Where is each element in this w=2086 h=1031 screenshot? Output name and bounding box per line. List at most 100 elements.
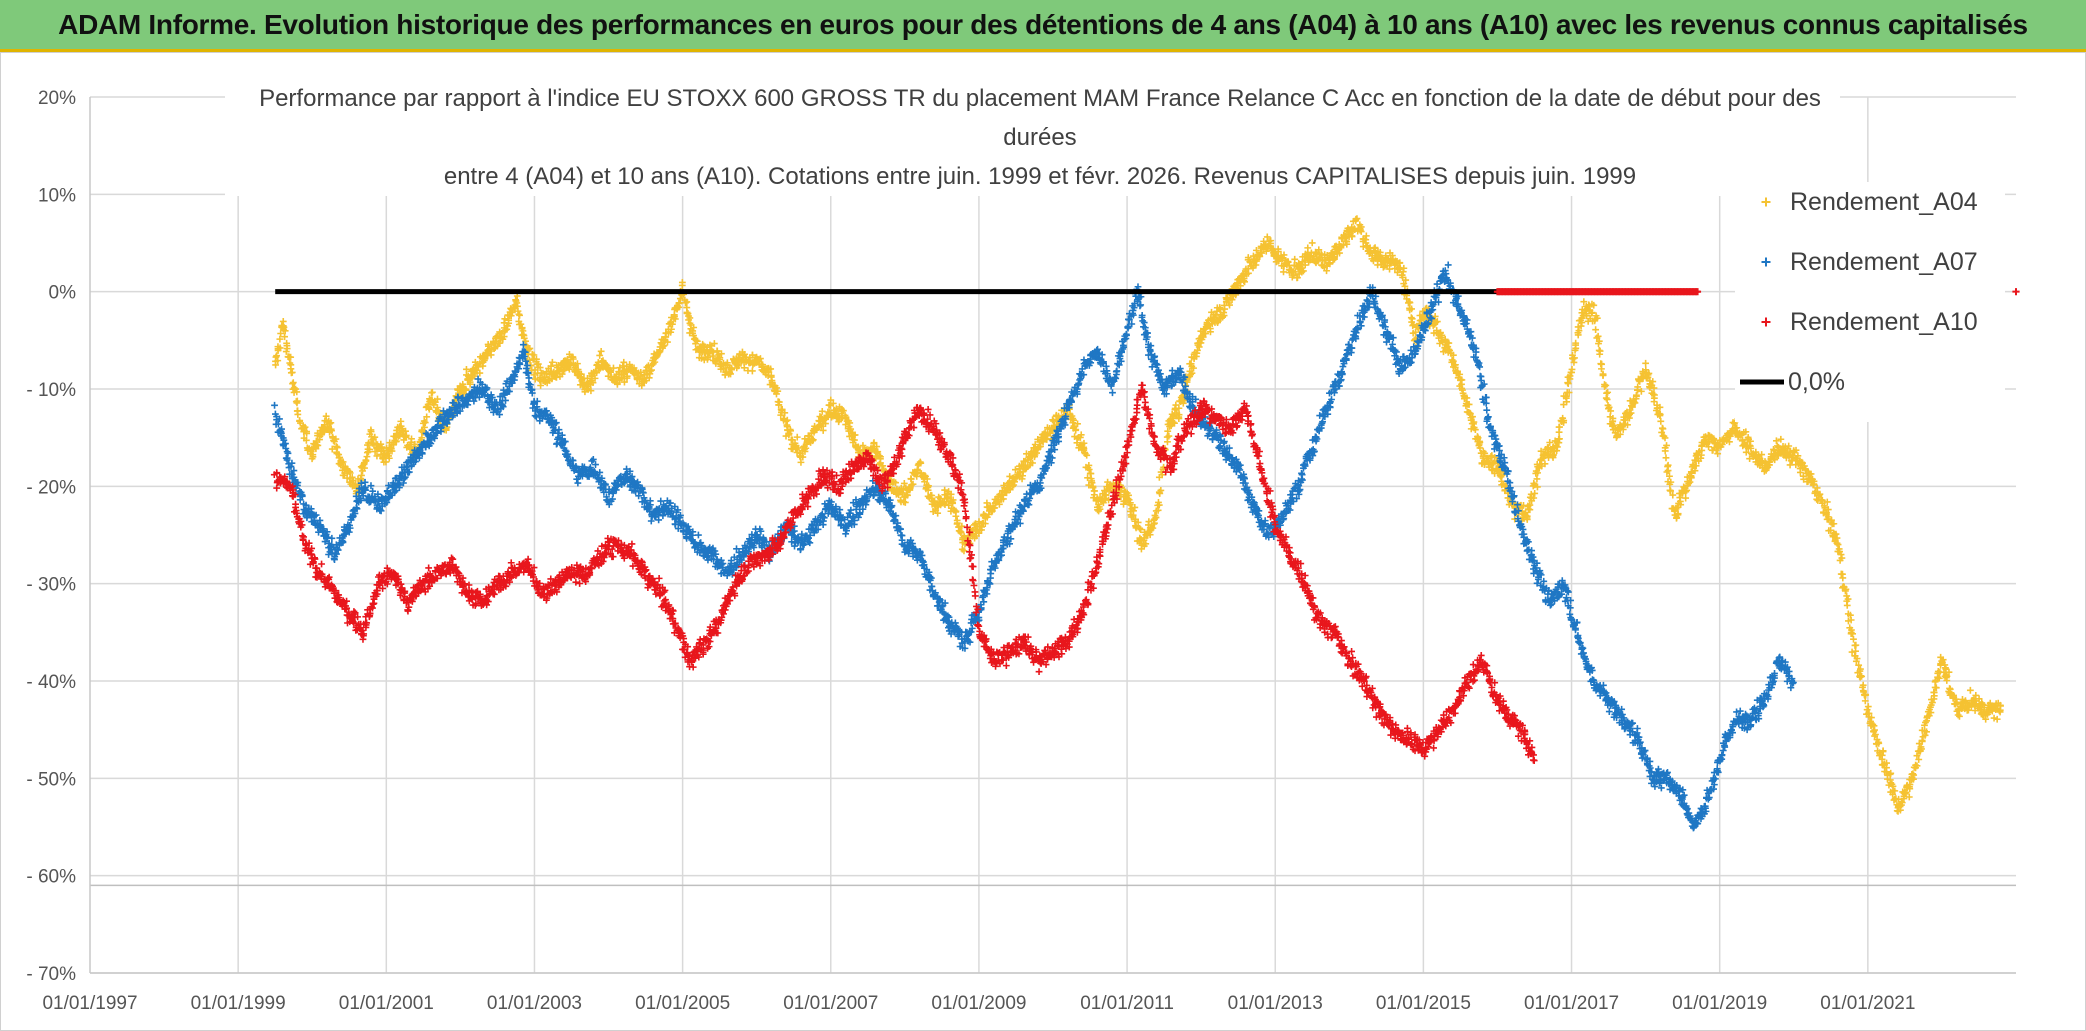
x-tick-label: 01/01/2005 [635,993,730,1014]
data-point [1304,244,1312,252]
data-point [676,295,684,302]
data-point [907,475,915,483]
x-tick-label: 01/01/2007 [783,993,878,1014]
data-point [517,320,525,328]
data-point [801,448,809,455]
data-point [1085,462,1093,469]
data-point [303,430,311,437]
x-tick-label: 01/01/2017 [1524,993,1619,1014]
data-point [716,356,723,364]
data-point [302,436,310,444]
data-point [531,375,539,383]
data-point [953,517,961,524]
data-point [274,357,282,365]
data-point [960,547,968,555]
data-point [682,299,689,307]
data-point [610,364,617,372]
data-point [574,479,582,487]
data-point [328,427,335,435]
data-point [671,315,679,323]
data-point [799,453,807,461]
data-point [271,401,278,409]
data-point [1073,435,1081,442]
data-point [1151,519,1158,527]
data-point [842,421,850,429]
data-point [418,434,426,442]
data-point [1090,487,1098,495]
data-point [947,490,955,498]
data-point [462,385,470,393]
data-point [1084,474,1091,482]
data-point [507,312,515,320]
data-point [710,340,718,347]
x-tick-label: 01/01/1997 [42,993,137,1014]
data-point [638,382,646,389]
data-point [328,445,336,453]
data-point [664,338,671,346]
data-point [1072,426,1080,433]
data-point [683,309,691,316]
data-point [781,409,789,417]
data-point [900,480,908,487]
data-point [1134,519,1142,526]
data-point [1905,793,1913,801]
data-point [710,348,717,356]
data-point [329,433,336,441]
data-point [774,387,782,395]
data-point [1080,443,1087,451]
data-point [819,427,827,434]
y-tick-label: - 30% [26,575,76,596]
data-point [1839,570,1846,578]
data-point [735,362,742,370]
data-point [874,448,882,456]
data-point [574,366,582,373]
data-point [358,472,365,479]
data-point [909,480,917,488]
data-point [547,362,555,370]
data-point [597,347,605,355]
y-tick-label: - 20% [26,477,76,498]
data-point [516,311,523,319]
data-point [1083,451,1091,459]
data-point [309,451,317,459]
data-point [1113,367,1121,375]
data-point [346,468,354,476]
data-point [287,353,295,361]
data-point [1592,326,1600,334]
data-point [397,417,405,425]
data-point [669,320,676,328]
data-point [1074,420,1081,428]
y-tick-label: 10% [38,185,76,206]
data-point [1657,417,1665,425]
data-point [367,428,375,436]
data-point [1171,419,1178,427]
data-point [1849,630,1857,638]
data-point [917,459,925,467]
data-point [273,352,281,360]
data-point [957,529,965,537]
data-point [363,453,371,461]
data-point [327,419,335,427]
x-tick-label: 01/01/1999 [191,993,286,1014]
data-point [423,413,431,421]
data-point [839,407,847,415]
data-point [925,482,932,490]
data-point [388,447,396,455]
data-point [757,355,764,362]
data-point [392,437,400,445]
data-point [851,431,859,439]
data-point [1164,427,1172,435]
series-rendement-a04 [272,215,2004,815]
data-point [797,458,805,466]
data-point [534,360,542,368]
data-point [1157,487,1165,494]
data-point [783,416,791,424]
data-point [333,444,341,452]
data-point [293,397,301,405]
data-point [1102,491,1109,499]
data-point [785,431,793,439]
data-point [1086,469,1094,477]
data-point [382,458,390,466]
data-point [816,413,824,420]
data-point [690,324,698,331]
